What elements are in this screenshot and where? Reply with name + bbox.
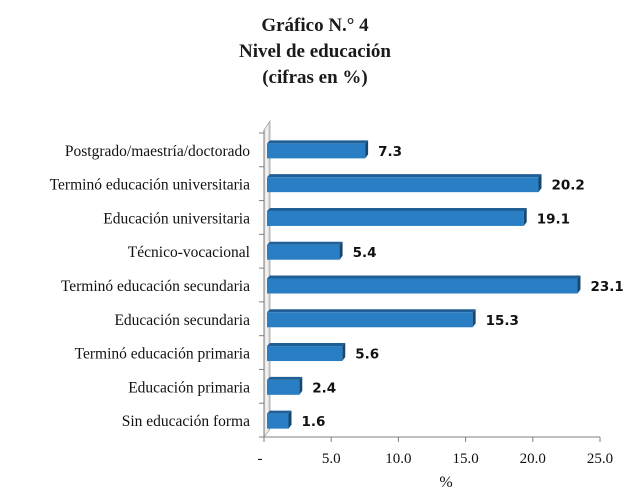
x-tick-label: -	[258, 451, 263, 467]
bar-front-face	[267, 413, 289, 429]
category-label: Educación secundaria	[114, 312, 250, 329]
bar	[267, 207, 527, 226]
x-tick-label: 20.0	[520, 451, 546, 467]
bar	[267, 174, 542, 193]
bar-side-face	[472, 309, 476, 328]
value-label: 5.4	[353, 245, 377, 261]
x-tick-label: 15.0	[452, 451, 478, 467]
bar-top-face	[267, 174, 542, 178]
x-tick-labels: - 5.0 10.0 15.0 20.0 25.0	[258, 451, 614, 467]
value-label: 5.6	[355, 347, 379, 363]
value-labels: 7.3 20.2 19.1 5.4 23.1 15.3 5.6 2.4 1.6	[302, 144, 624, 430]
category-label: Postgrado/maestría/doctorado	[65, 143, 250, 160]
bar	[267, 343, 346, 362]
category-label: Educación universitaria	[103, 210, 250, 227]
category-label: Sin educación forma	[122, 413, 250, 430]
x-axis-title: %	[439, 474, 452, 491]
bar-front-face	[267, 143, 366, 159]
x-tick-label: 10.0	[385, 451, 411, 467]
category-labels: Postgrado/maestría/doctorado Terminó educ…	[50, 143, 251, 430]
bar-front-face	[267, 210, 524, 226]
bar-side-face	[342, 343, 346, 362]
bar-top-face	[267, 140, 369, 144]
bar-top-face	[267, 275, 581, 279]
bar-side-face	[523, 207, 527, 226]
bar-top-face	[267, 241, 343, 245]
bar	[267, 309, 476, 328]
value-label: 1.6	[302, 414, 326, 430]
value-label: 15.3	[486, 313, 519, 329]
bar	[267, 241, 343, 260]
bar-side-face	[288, 410, 292, 429]
bar-side-face	[299, 376, 303, 395]
bar-front-face	[267, 346, 343, 362]
chart-title-line-2: Nivel de educación	[239, 41, 391, 62]
value-label: 7.3	[378, 144, 402, 160]
bar	[267, 410, 292, 429]
value-label: 2.4	[312, 380, 336, 396]
bar-front-face	[267, 244, 340, 260]
chart-title-line-1: Gráfico N.° 4	[261, 15, 369, 36]
bar-front-face	[267, 177, 539, 193]
bar-top-face	[267, 343, 346, 347]
x-tick-label: 5.0	[322, 451, 341, 467]
bar-side-face	[577, 275, 581, 294]
bar	[267, 275, 581, 294]
bar-side-face	[339, 241, 343, 260]
category-label: Terminó educación primaria	[75, 346, 250, 363]
bar-side-face	[538, 174, 542, 193]
value-label: 19.1	[537, 211, 570, 227]
bar-top-face	[267, 376, 303, 380]
category-label: Terminó educación secundaria	[61, 278, 250, 295]
bar-top-face	[267, 410, 292, 414]
bar	[267, 376, 303, 395]
x-tick-label: 25.0	[587, 451, 613, 467]
category-label: Educación primaria	[128, 379, 250, 396]
category-label: Terminó educación universitaria	[50, 177, 250, 194]
bar-front-face	[267, 278, 578, 294]
bars	[267, 140, 581, 429]
bar-top-face	[267, 309, 476, 313]
value-label: 20.2	[551, 178, 584, 194]
axes	[259, 130, 601, 442]
bar-side-face	[365, 140, 369, 159]
bar	[267, 140, 369, 159]
bar-top-face	[267, 207, 527, 211]
value-label: 23.1	[590, 279, 623, 295]
category-label: Técnico-vocacional	[128, 244, 250, 261]
bar-front-face	[267, 379, 300, 395]
bar-front-face	[267, 312, 473, 328]
chart-title-line-3: (cifras en %)	[262, 67, 368, 88]
